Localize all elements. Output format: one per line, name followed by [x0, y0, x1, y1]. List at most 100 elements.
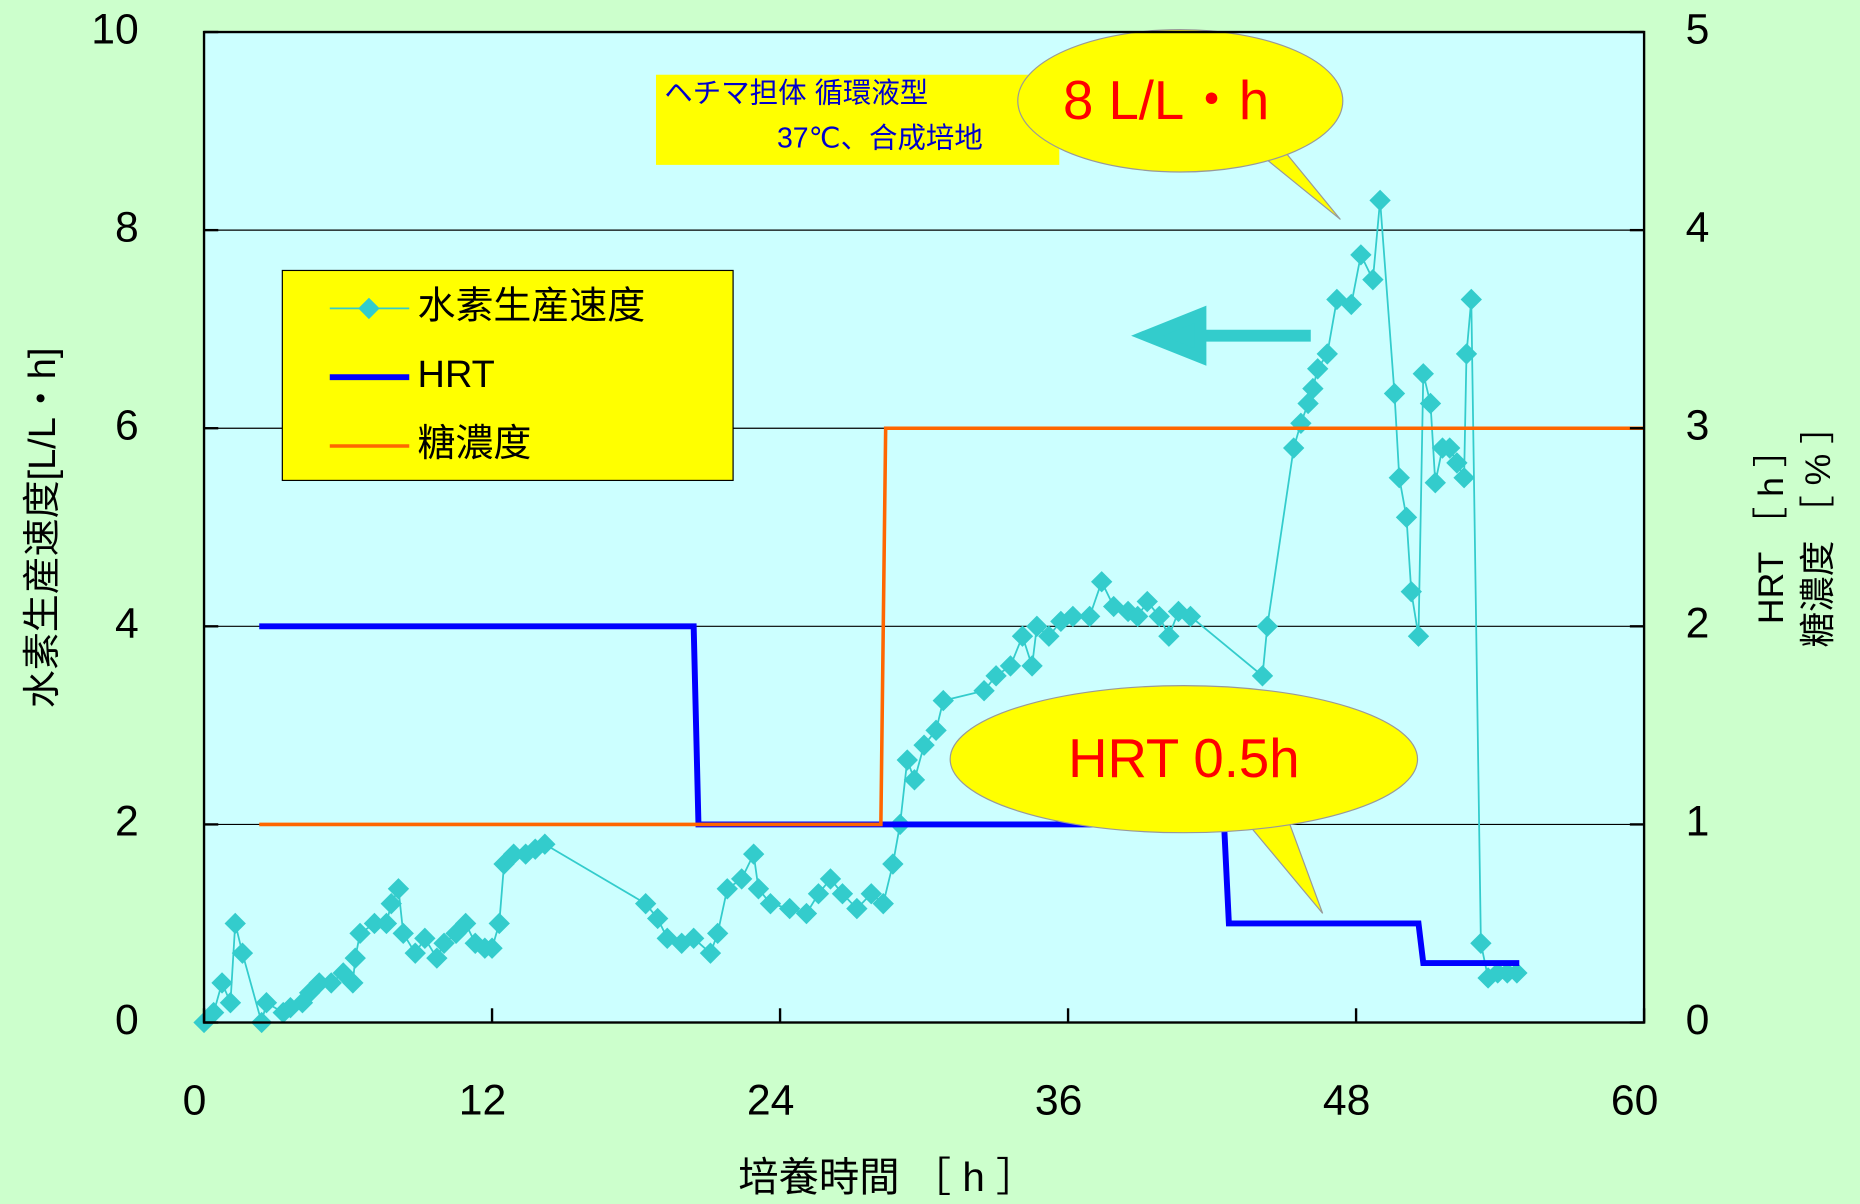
y2-axis-label: HRT ［ h ］	[1751, 432, 1791, 624]
marker	[913, 734, 935, 756]
marker	[973, 680, 995, 702]
marker	[202, 1001, 225, 1024]
x-axis-label: 培養時間 ［ h ］	[738, 1154, 1036, 1200]
marker	[375, 912, 398, 935]
plot-area	[204, 32, 1645, 1023]
marker	[404, 942, 426, 964]
legend-marker	[358, 297, 380, 320]
marker	[1506, 962, 1528, 984]
marker	[1446, 452, 1468, 474]
x-tick-label: 48	[1323, 1076, 1370, 1124]
marker	[1395, 506, 1418, 529]
marker	[925, 719, 947, 741]
y2-tick-label: 1	[1686, 798, 1710, 846]
marker	[387, 878, 410, 900]
marker	[1283, 437, 1305, 459]
marker	[1455, 343, 1478, 365]
series-line	[259, 623, 1520, 967]
y-tick-label: 10	[91, 5, 138, 53]
y2-axis-label: 糖濃度 ［ % ］	[1798, 408, 1838, 647]
marker	[872, 892, 894, 915]
legend-label: HRT	[418, 354, 495, 396]
annotation: 37℃、合成培地	[777, 122, 983, 154]
marker	[414, 927, 436, 949]
marker	[481, 937, 503, 959]
axis-arrow	[1131, 305, 1311, 366]
y2-tick-label: 4	[1686, 203, 1710, 251]
marker	[1158, 625, 1180, 647]
marker	[211, 972, 233, 994]
marker	[999, 655, 1022, 677]
callout	[949, 685, 1419, 834]
marker	[1460, 288, 1482, 311]
legend-label: 糖濃度	[418, 423, 532, 465]
callout-joint	[1197, 138, 1244, 152]
marker	[985, 665, 1007, 687]
marker	[706, 922, 729, 945]
marker	[224, 912, 246, 935]
y-tick-label: 6	[115, 402, 139, 450]
marker	[896, 749, 918, 771]
plot-frame	[202, 30, 1646, 1024]
marker	[426, 947, 448, 969]
marker	[1090, 571, 1113, 593]
annotation-box	[655, 74, 1060, 165]
marker	[819, 868, 842, 890]
marker	[882, 853, 904, 875]
marker	[831, 883, 854, 905]
y-tick-label: 0	[115, 996, 139, 1044]
marker	[932, 689, 954, 712]
callout	[1017, 29, 1344, 173]
marker	[1412, 363, 1434, 385]
marker	[1078, 605, 1101, 628]
marker	[795, 902, 818, 925]
legend-label: 水素生産速度	[418, 285, 646, 327]
y2-tick-label: 5	[1686, 5, 1710, 53]
marker	[219, 992, 242, 1014]
marker	[1407, 625, 1430, 647]
marker	[1424, 472, 1446, 494]
marker	[1383, 382, 1406, 405]
marker	[1369, 189, 1391, 212]
y-tick-label: 4	[115, 600, 139, 648]
marker	[778, 897, 801, 920]
x-tick-label: 0	[183, 1076, 207, 1124]
marker	[747, 878, 770, 900]
marker	[807, 883, 830, 905]
marker	[1316, 343, 1338, 365]
marker	[363, 912, 386, 935]
marker	[1307, 358, 1329, 380]
marker	[903, 769, 926, 791]
marker	[1453, 467, 1475, 489]
marker	[380, 892, 402, 915]
x-tick-label: 12	[459, 1076, 506, 1124]
annotation: ヘチマ担体 循環液型	[664, 77, 928, 109]
y2-tick-label: 3	[1686, 402, 1710, 450]
marker	[742, 843, 765, 865]
marker	[682, 927, 705, 949]
marker	[1326, 288, 1348, 311]
marker	[634, 892, 657, 915]
x-tick-label: 60	[1611, 1076, 1658, 1124]
callout-joint	[1235, 794, 1280, 807]
marker	[646, 907, 669, 930]
marker	[1340, 293, 1362, 316]
marker	[231, 942, 254, 964]
y2-tick-label: 0	[1686, 996, 1710, 1044]
x-tick-label: 36	[1035, 1076, 1082, 1124]
marker	[1388, 467, 1410, 489]
marker	[716, 878, 738, 900]
marker	[846, 897, 868, 920]
callout-text: 8 L/L・h	[1063, 70, 1269, 131]
marker	[454, 912, 477, 935]
marker	[730, 868, 753, 890]
marker	[699, 942, 722, 964]
marker	[759, 892, 782, 915]
y2-tick-label: 2	[1686, 600, 1710, 648]
marker	[1026, 615, 1048, 637]
marker	[349, 922, 371, 945]
y-tick-label: 8	[115, 203, 139, 251]
y-axis-label: 水素生産速度[L/L・h]	[22, 348, 64, 708]
marker	[1038, 625, 1060, 647]
